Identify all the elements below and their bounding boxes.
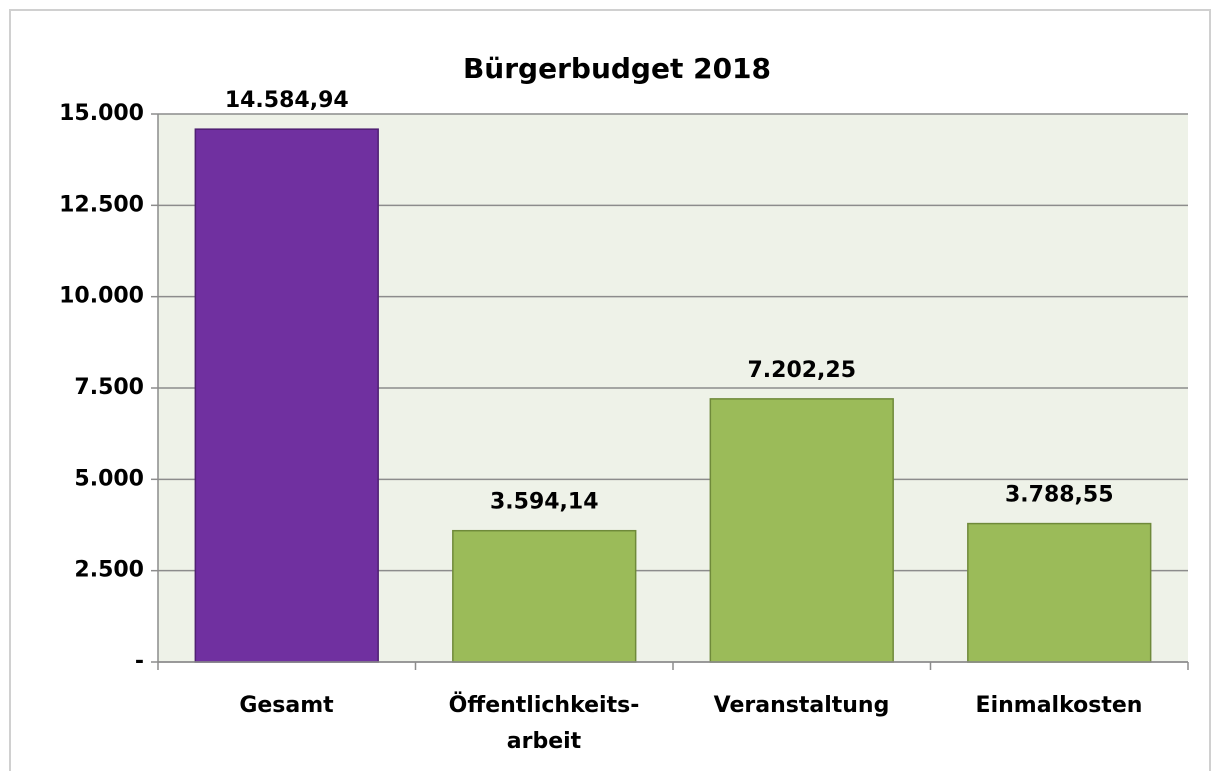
data-label: 3.788,55 — [1005, 483, 1114, 508]
x-tick-label: Veranstaltung — [713, 693, 890, 718]
y-tick-label: 12.500 — [59, 192, 144, 217]
y-tick-label: 10.000 — [59, 284, 144, 309]
bar — [452, 529, 637, 663]
bar — [194, 128, 379, 663]
x-tick-label: Öffentlichkeits- arbeit — [448, 693, 640, 754]
y-tick-label: 5.000 — [74, 466, 144, 491]
y-tick-label: - — [135, 649, 144, 674]
bar — [709, 398, 894, 663]
bar — [967, 522, 1152, 663]
x-tick-label: Einmalkosten — [975, 693, 1143, 718]
y-tick-label: 2.500 — [74, 558, 144, 583]
y-tick-label: 7.500 — [74, 375, 144, 400]
y-tick-label: 15.000 — [59, 101, 144, 126]
data-label: 14.584,94 — [225, 88, 349, 113]
data-label: 3.594,14 — [490, 490, 599, 515]
data-label: 7.202,25 — [747, 358, 856, 383]
x-tick-label: Gesamt — [239, 693, 334, 718]
chart-title: Bürgerbudget 2018 — [463, 52, 771, 85]
